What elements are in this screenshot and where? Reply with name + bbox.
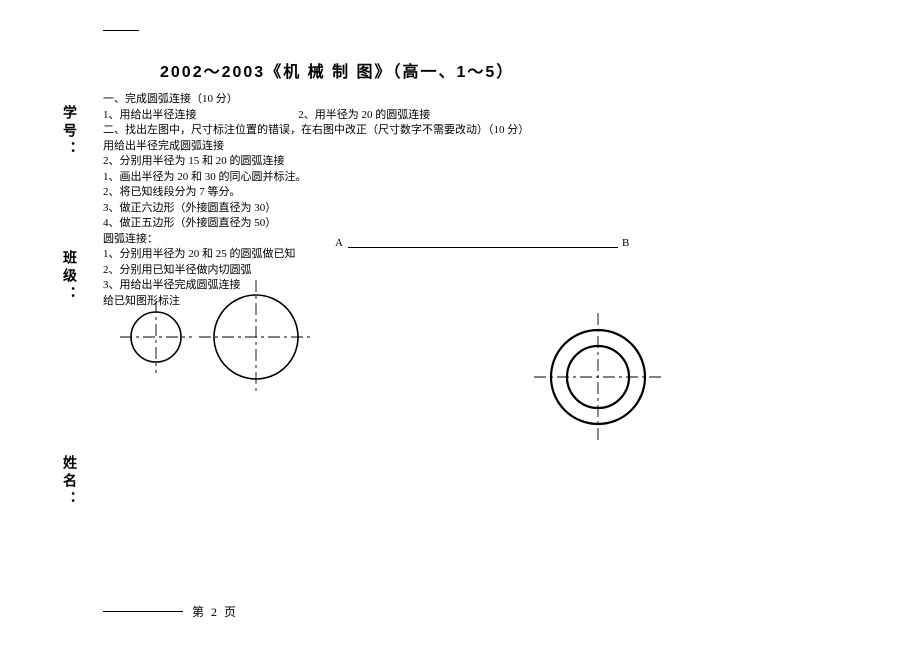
figure-concentric-circles xyxy=(534,313,662,441)
page-rule xyxy=(103,611,183,612)
figure-medium-circle xyxy=(199,280,313,394)
figure-small-circle xyxy=(120,301,192,373)
page-number: 第 2 页 xyxy=(192,603,238,620)
figures-svg xyxy=(0,0,920,650)
